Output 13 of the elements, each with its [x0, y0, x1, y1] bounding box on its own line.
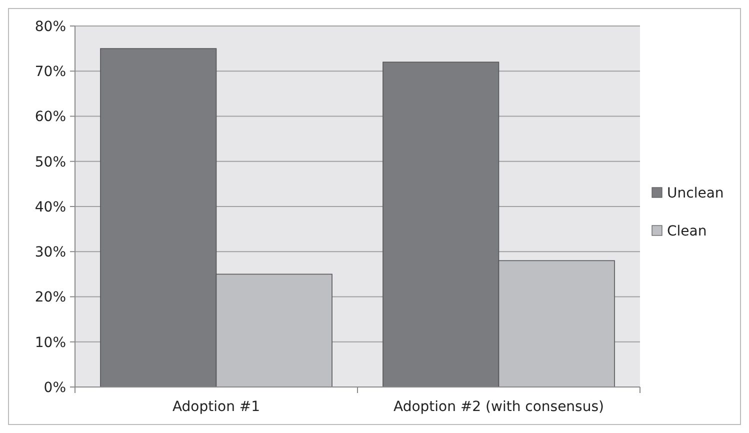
y-tick-label: 20%	[34, 290, 66, 306]
y-tick-label: 10%	[34, 334, 66, 351]
y-tick-label: 80%	[34, 18, 66, 35]
y-tick-label: 0%	[44, 380, 66, 396]
y-tick-label: 40%	[34, 199, 66, 216]
x-tick-label: Adoption #1	[172, 399, 260, 415]
y-tick-label: 50%	[34, 154, 66, 170]
x-tick-label: Adoption #2 (with consensus)	[394, 399, 604, 415]
y-tick-label: 30%	[34, 244, 66, 261]
legend-label: Clean	[667, 223, 707, 240]
y-tick-label: 70%	[34, 64, 66, 80]
y-tick-label: 60%	[34, 109, 66, 126]
legend-label: Unclean	[667, 185, 724, 202]
